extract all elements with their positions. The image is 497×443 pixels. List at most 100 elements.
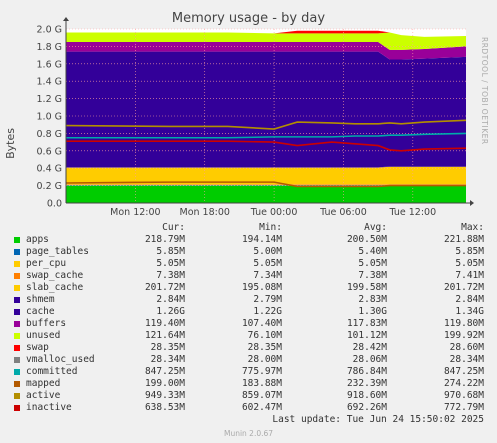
legend-swatch [14, 393, 20, 399]
legend-max: 199.92M [443, 330, 484, 341]
legend-swatch [14, 309, 20, 315]
legend-name: cache [26, 306, 55, 317]
area-swap-cache [66, 184, 466, 185]
legend-row-buffers: buffers 119.40M 107.40M 117.83M 119.80M [12, 318, 484, 330]
legend-cur: 949.33M [144, 390, 185, 401]
legend-header: Cur: Min: Avg: Max: [12, 222, 484, 234]
legend-swatch [14, 369, 20, 375]
legend-cur: 847.25M [144, 366, 185, 377]
legend-max: 28.34M [449, 354, 484, 365]
legend-cur: 121.64M [144, 330, 185, 341]
x-tick-label: Mon 18:00 [180, 207, 230, 218]
legend-swatch [14, 249, 20, 255]
legend-min: 5.00M [253, 246, 282, 257]
legend-cur: 7.38M [156, 270, 185, 281]
legend-max: 201.72M [443, 282, 484, 293]
legend-avg: 786.84M [346, 366, 387, 377]
legend-swatch [14, 321, 20, 327]
y-tick-label: 0.4 G [37, 164, 63, 175]
legend-max: 5.05M [455, 258, 484, 269]
legend-name: slab_cache [26, 282, 84, 293]
legend-max: 28.60M [449, 342, 484, 353]
legend-avg: 232.39M [346, 378, 387, 389]
legend-swatch [14, 261, 20, 267]
legend-row-inactive: inactive 638.53M 602.47M 692.26M 772.79M [12, 402, 484, 414]
legend-swatch [14, 273, 20, 279]
y-tick-label: 0.0 [47, 199, 62, 210]
legend-swatch [14, 285, 20, 291]
area-apps [66, 185, 466, 203]
legend-max: 1.34G [455, 306, 484, 317]
legend-cur: 201.72M [144, 282, 185, 293]
legend-name: unused [26, 330, 61, 341]
legend-avg: 101.12M [346, 330, 387, 341]
legend-header-cur: Cur: [162, 222, 185, 233]
legend-cur: 5.05M [156, 258, 185, 269]
last-update: Last update: Tue Jun 24 15:50:02 2025 [272, 414, 484, 425]
legend-max: 2.84M [455, 294, 484, 305]
legend-swatch [14, 405, 20, 411]
y-axis-arrow [63, 17, 69, 21]
legend-cur: 119.40M [144, 318, 185, 329]
legend-name: swap [26, 342, 49, 353]
legend-avg: 2.83M [358, 294, 387, 305]
area-unused [66, 32, 466, 50]
legend-avg: 692.26M [346, 402, 387, 413]
legend-row-mapped: mapped 199.00M 183.88M 232.39M 274.22M [12, 378, 484, 390]
legend-name: page_tables [26, 246, 89, 257]
legend-min: 1.22G [253, 306, 282, 317]
legend-row-cache: cache 1.26G 1.22G 1.30G 1.34G [12, 306, 484, 318]
legend-max: 119.80M [443, 318, 484, 329]
legend-row-per-cpu: per_cpu 5.05M 5.05M 5.05M 5.05M [12, 258, 484, 270]
x-axis-arrow [470, 200, 474, 206]
y-tick-label: 2.0 G [37, 25, 63, 36]
legend-avg: 28.42M [352, 342, 387, 353]
legend-header-max: Max: [461, 222, 484, 233]
munin-version: Munin 2.0.67 [223, 429, 274, 438]
legend-min: 775.97M [241, 366, 282, 377]
x-tick-label: Tue 00:00 [250, 207, 298, 218]
legend-swatch [14, 333, 20, 339]
legend-avg: 28.06M [352, 354, 387, 365]
x-tick-label: Tue 12:00 [389, 207, 437, 218]
legend-avg: 5.05M [358, 258, 387, 269]
legend-avg: 200.50M [346, 234, 387, 245]
legend-name: active [26, 390, 61, 401]
legend-name: per_cpu [26, 258, 67, 269]
area-shmem [66, 166, 466, 168]
legend-row-page-tables: page_tables 5.85M 5.00M 5.40M 5.85M [12, 246, 484, 258]
legend-row-apps: apps 218.79M 194.14M 200.50M 221.88M [12, 234, 484, 246]
legend-max: 970.68M [443, 390, 484, 401]
legend-min: 76.10M [247, 330, 282, 341]
legend-min: 2.79M [253, 294, 282, 305]
legend-cur: 199.00M [144, 378, 185, 389]
line-active [65, 119, 467, 130]
legend-min: 194.14M [241, 234, 282, 245]
legend-min: 183.88M [241, 378, 282, 389]
legend-cur: 218.79M [144, 234, 185, 245]
memory-chart: 0.0 0.2 G 0.4 G 0.6 G 0.8 G 1.0 G 1.2 G 1.4 G 1.… [37, 17, 474, 218]
rrdtool-side-label: RRDTOOL / TOBI OETIKER [480, 37, 489, 145]
legend-name: inactive [26, 402, 72, 413]
legend-swatch [14, 345, 20, 351]
y-tick-label: 0.6 G [37, 146, 63, 157]
legend-row-shmem: shmem 2.84M 2.79M 2.83M 2.84M [12, 294, 484, 306]
area-swap [66, 30, 466, 37]
legend-swatch [14, 381, 20, 387]
legend-name: apps [26, 234, 49, 245]
area-slab-cache [66, 166, 466, 185]
legend-max: 7.41M [455, 270, 484, 281]
legend-min: 602.47M [241, 402, 282, 413]
legend-name: committed [26, 366, 78, 377]
legend-min: 195.08M [241, 282, 282, 293]
legend: Cur: Min: Avg: Max: apps 218.79M 194.14M 20… [12, 222, 484, 414]
legend-max: 274.22M [443, 378, 484, 389]
y-tick-label: 1.8 G [37, 42, 63, 53]
legend-row-active: active 949.33M 859.07M 918.60M 970.68M [12, 390, 484, 402]
legend-avg: 1.30G [358, 306, 387, 317]
legend-name: mapped [26, 378, 61, 389]
legend-swatch [14, 237, 20, 243]
legend-name: vmalloc_used [26, 354, 95, 365]
legend-min: 7.34M [253, 270, 282, 281]
legend-cur: 1.26G [156, 306, 185, 317]
